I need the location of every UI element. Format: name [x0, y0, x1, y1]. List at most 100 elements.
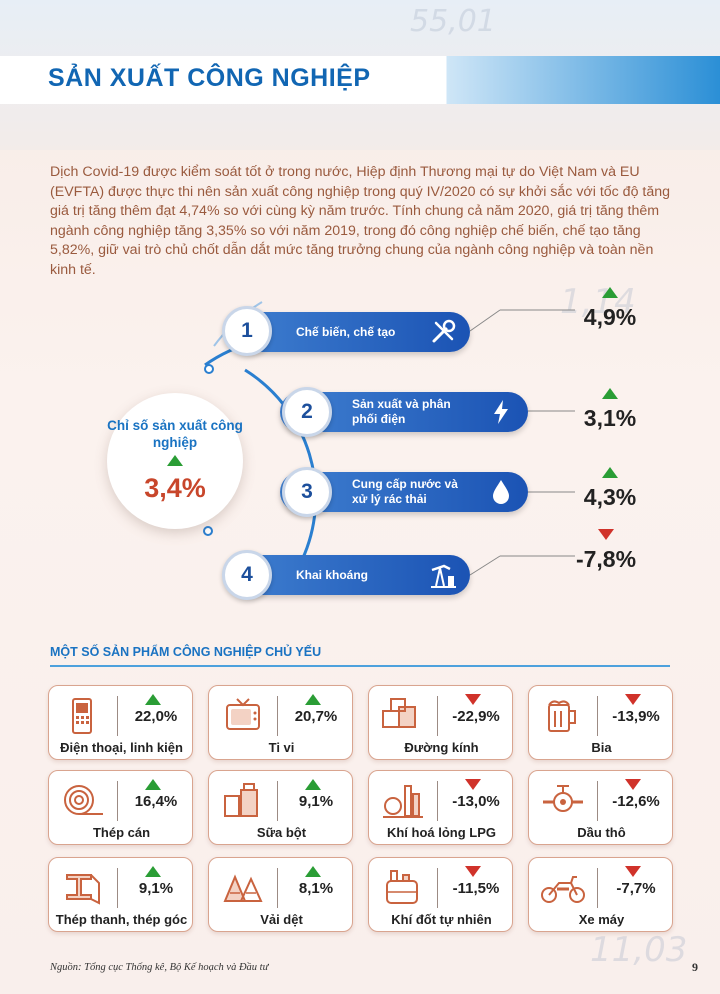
trend-up-icon — [305, 694, 321, 705]
card-divider — [597, 696, 598, 736]
phone-icon — [72, 698, 92, 734]
card-divider — [277, 868, 278, 908]
product-value: 9,1% — [298, 793, 334, 810]
card-divider — [277, 696, 278, 736]
product-card: 20,7% Ti vi — [208, 685, 353, 760]
product-value: -22,9% — [452, 708, 500, 725]
product-card: -7,7% Xe máy — [528, 857, 673, 932]
gas-plant-icon — [383, 785, 423, 818]
product-card: 16,4% Thép cán — [48, 770, 193, 845]
tv-icon — [226, 698, 260, 730]
product-card: 8,1% Vải dệt — [208, 857, 353, 932]
trend-up-icon — [145, 779, 161, 790]
trend-down-icon — [625, 779, 641, 790]
water-drop-icon — [493, 480, 509, 504]
index-value: 3,4% — [144, 473, 206, 503]
source-note: Nguồn: Tổng cục Thống kê, Bộ Kế hoạch và… — [50, 962, 269, 973]
trend-down-icon — [625, 694, 641, 705]
product-name: Thép thanh, thép góc — [55, 912, 188, 927]
background-number: 1,14 — [560, 282, 636, 322]
tools-icon — [432, 319, 456, 343]
product-name: Vải dệt — [260, 912, 303, 927]
card-divider — [117, 868, 118, 908]
background-number: 11,03 — [590, 930, 688, 970]
product-name: Khí hoá lỏng LPG — [386, 825, 497, 840]
product-name: Điện thoại, linh kiện — [60, 740, 183, 755]
product-card: -22,9% Đường kính — [368, 685, 513, 760]
section-divider — [50, 665, 670, 667]
trend-down-icon — [465, 779, 481, 790]
sector-number: 2 — [282, 387, 332, 437]
fabric-icon — [223, 874, 263, 902]
trend-up-icon — [602, 467, 618, 478]
growth-value: 3,1% — [583, 405, 637, 431]
trend-up-icon — [602, 287, 618, 298]
product-name: Khí đốt tự nhiên — [391, 912, 492, 927]
trend-down-icon — [625, 866, 641, 877]
lightning-icon — [494, 400, 508, 424]
growth-value: 4,9% — [583, 304, 637, 330]
sector-growth-2: 3,1% — [570, 384, 650, 432]
growth-value: -7,8% — [575, 546, 637, 572]
product-value: 8,1% — [298, 880, 334, 897]
product-value: -12,6% — [612, 793, 660, 810]
product-value: -11,5% — [452, 880, 500, 897]
sector-growth-4: -7,8% — [566, 525, 646, 573]
intro-paragraph: Dịch Covid-19 được kiểm soát tốt ở trong… — [50, 164, 671, 278]
trend-down-icon — [598, 529, 614, 540]
card-divider — [597, 781, 598, 821]
trend-down-icon — [465, 694, 481, 705]
growth-value: 4,3% — [583, 484, 637, 510]
motorbike-icon — [541, 876, 585, 903]
sector-bar-4: Khai khoáng — [230, 555, 470, 595]
product-value: 16,4% — [134, 793, 178, 810]
index-summary: Chỉ số sản xuất công nghiệp 3,4% — [107, 393, 243, 529]
product-name: Xe máy — [578, 912, 625, 927]
oil-pump-icon — [431, 564, 456, 588]
product-name: Dầu thô — [577, 825, 626, 840]
trend-up-icon — [305, 866, 321, 877]
product-name: Bia — [591, 740, 612, 755]
product-value: -7,7% — [616, 880, 656, 897]
page-number: 9 — [692, 960, 698, 974]
gas-tank-icon — [386, 870, 418, 904]
sector-label: Cung cấp nước và xử lý rác thải — [352, 477, 458, 506]
card-divider — [117, 781, 118, 821]
sector-number: 4 — [222, 550, 272, 600]
trend-up-icon — [305, 779, 321, 790]
trend-up-icon — [602, 388, 618, 399]
product-card: 9,1% Thép thanh, thép góc — [48, 857, 193, 932]
sector-label: Sản xuất và phân phối điện — [352, 397, 451, 426]
sector-label: Chế biến, chế tạo — [296, 324, 396, 339]
card-divider — [597, 868, 598, 908]
sector-growth-3: 4,3% — [570, 463, 650, 511]
product-card: -11,5% Khí đốt tự nhiên — [368, 857, 513, 932]
sugar-cubes-icon — [382, 698, 416, 728]
beer-icon — [548, 700, 576, 732]
product-name: Thép cán — [92, 825, 151, 840]
product-name: Sữa bột — [256, 825, 307, 840]
card-divider — [437, 781, 438, 821]
product-card: -12,6% Dầu thô — [528, 770, 673, 845]
card-divider — [437, 696, 438, 736]
product-value: 20,7% — [294, 708, 338, 725]
sector-number: 1 — [222, 306, 272, 356]
section-heading: MỘT SỐ SẢN PHẨM CÔNG NGHIỆP CHỦ YẾU — [50, 645, 322, 659]
product-name: Đường kính — [404, 740, 479, 755]
card-divider — [277, 781, 278, 821]
card-divider — [117, 696, 118, 736]
steel-beam-icon — [66, 874, 100, 905]
title-bar — [0, 56, 720, 104]
product-card: 9,1% Sữa bột — [208, 770, 353, 845]
index-label: Chỉ số sản xuất công nghiệp — [107, 418, 243, 450]
card-divider — [437, 868, 438, 908]
product-card: -13,9% Bia — [528, 685, 673, 760]
page-title: SẢN XUẤT CÔNG NGHIỆP — [48, 64, 371, 92]
sector-number: 3 — [282, 467, 332, 517]
trend-up-icon — [145, 694, 161, 705]
steel-coil-icon — [64, 785, 103, 815]
milk-powder-icon — [224, 783, 258, 817]
product-card: 22,0% Điện thoại, linh kiện — [48, 685, 193, 760]
trend-down-icon — [465, 866, 481, 877]
product-value: -13,9% — [612, 708, 660, 725]
